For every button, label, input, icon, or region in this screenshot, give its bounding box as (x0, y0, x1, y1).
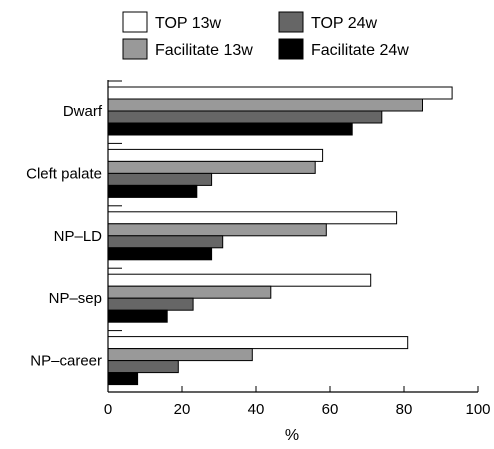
bar (107, 184, 198, 198)
legend-item: TOP 13w (122, 11, 222, 33)
bar (107, 211, 398, 225)
x-tick-label: 0 (104, 401, 112, 418)
bar (107, 360, 179, 374)
bar (107, 110, 383, 124)
x-axis-title: % (285, 427, 299, 444)
bar (107, 273, 372, 287)
bar (107, 172, 213, 186)
category-group: NP–sep (49, 273, 372, 323)
category-label: NP–career (30, 353, 102, 370)
bar (107, 148, 324, 162)
bars: Dwarf Cleft palate NP–LD NP–sep NP–career (26, 86, 453, 386)
bar (107, 247, 213, 261)
bar (107, 98, 423, 112)
bar (107, 160, 316, 174)
x-tick-label: 20 (174, 401, 191, 418)
x-tick-label: 60 (322, 401, 339, 418)
legend-item: TOP 24w (278, 11, 378, 33)
category-label: Cleft palate (26, 165, 102, 182)
axes: 0 20 40 60 80 100 (104, 80, 491, 418)
legend-item: Facilitate 13w (122, 38, 253, 60)
legend-label: Facilitate 24w (311, 42, 409, 59)
category-group: NP–career (30, 336, 409, 386)
bar (107, 309, 168, 323)
legend-label: TOP 13w (155, 15, 222, 32)
bar (107, 235, 224, 249)
category-label: NP–LD (54, 228, 103, 245)
legend-swatch (278, 11, 304, 33)
legend-swatch (122, 38, 148, 60)
legend-swatch (278, 38, 304, 60)
x-tick-label: 100 (465, 401, 490, 418)
bar (107, 372, 139, 386)
bar (107, 348, 253, 362)
category-label: NP–sep (49, 290, 102, 307)
category-group: NP–LD (54, 211, 398, 261)
x-tick-label: 40 (248, 401, 265, 418)
legend-item: Facilitate 24w (278, 38, 409, 60)
bar (107, 297, 194, 311)
x-tick-label: 80 (396, 401, 413, 418)
legend: TOP 13w TOP 24w Facilitate 13w Facilitate 2… (122, 11, 409, 60)
bar (107, 86, 453, 100)
bar (107, 122, 353, 136)
legend-label: TOP 24w (311, 15, 378, 32)
bar (107, 285, 272, 299)
bar (107, 336, 409, 350)
category-group: Cleft palate (26, 148, 324, 198)
legend-swatch (122, 11, 148, 33)
category-label: Dwarf (63, 103, 103, 120)
bar (107, 223, 327, 237)
legend-label: Facilitate 13w (155, 42, 253, 59)
category-group: Dwarf (63, 86, 453, 136)
